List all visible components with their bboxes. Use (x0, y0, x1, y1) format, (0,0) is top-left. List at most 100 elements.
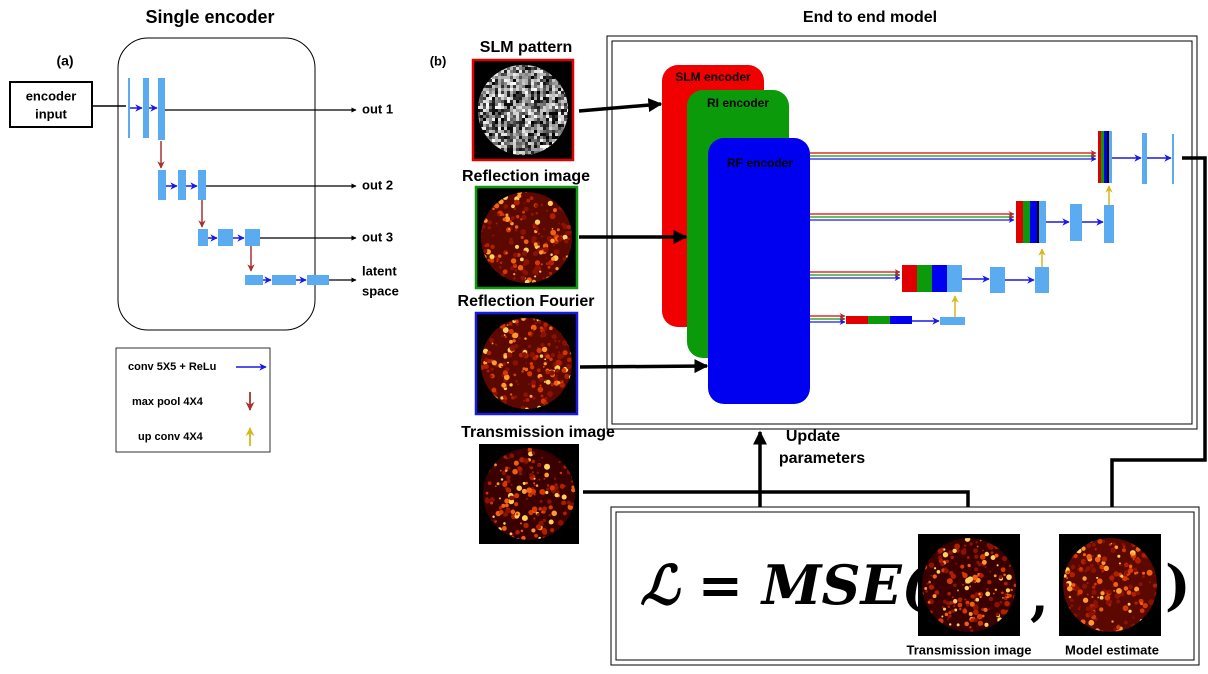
speckle-dot (1079, 567, 1082, 570)
pixel (525, 145, 528, 148)
pixel (489, 130, 492, 133)
speckle-dot (947, 619, 949, 621)
speckle-dot (510, 532, 513, 535)
pixel (522, 133, 525, 136)
pixel (522, 109, 525, 112)
pixel (525, 88, 528, 91)
speckle-dot (1124, 586, 1129, 591)
speckle-dot (490, 375, 492, 377)
speckle-dot (538, 479, 540, 481)
speckle-dot (1123, 605, 1129, 611)
pixel (519, 118, 522, 121)
pixel (483, 88, 486, 91)
pixel (498, 115, 501, 118)
speckle-dot (1136, 591, 1140, 595)
pixel (501, 142, 504, 145)
pixel (558, 100, 561, 103)
speckle-dot (549, 505, 553, 509)
pixel (489, 91, 492, 94)
speckle-dot (1133, 558, 1135, 560)
speckle-dot (508, 467, 510, 469)
pixel (483, 118, 486, 121)
pixel (504, 121, 507, 124)
pixel (537, 145, 540, 148)
pixel (486, 112, 489, 115)
pixel (495, 139, 498, 142)
speckle-dot (508, 457, 510, 459)
pixel (519, 91, 522, 94)
pixel (516, 76, 519, 79)
pixel (510, 145, 513, 148)
pixel (498, 133, 501, 136)
speckle-dot (518, 337, 521, 340)
pixel (558, 94, 561, 97)
speckle-dot (553, 244, 555, 246)
speckle-dot (516, 485, 521, 490)
pixel (480, 103, 483, 106)
pixel (543, 100, 546, 103)
pixel (495, 79, 498, 82)
pixel (498, 85, 501, 88)
speckle-dot (532, 329, 534, 331)
pixel (516, 121, 519, 124)
label: latent (362, 263, 397, 278)
pixel (540, 112, 543, 115)
speckle-dot (1082, 576, 1086, 580)
pixel (498, 139, 501, 142)
speckle-dot (534, 242, 538, 246)
speckle-dot (546, 487, 549, 490)
pixel (489, 109, 492, 112)
speckle-dot (536, 484, 539, 487)
pixel (537, 85, 540, 88)
speckle-dot (506, 367, 510, 371)
speckle-dot (1097, 578, 1103, 584)
speckle-dot (522, 489, 527, 494)
pixel (528, 115, 531, 118)
pixel (546, 124, 549, 127)
pixel (486, 97, 489, 100)
pixel (522, 127, 525, 130)
speckle-dot (556, 346, 559, 349)
pixel (528, 67, 531, 70)
pixel (558, 109, 561, 112)
pixel (480, 115, 483, 118)
pixel (507, 82, 510, 85)
speckle-dot (1124, 570, 1128, 574)
pixel (528, 124, 531, 127)
speckle-dot (522, 367, 525, 370)
speckle-dot (1078, 589, 1083, 594)
pixel (495, 121, 498, 124)
pixel (492, 85, 495, 88)
speckle-dot (525, 482, 528, 485)
speckle-dot (539, 377, 544, 382)
pixel (552, 124, 555, 127)
pixel (504, 103, 507, 106)
pixel (540, 109, 543, 112)
pixel (537, 97, 540, 100)
pixel (531, 148, 534, 151)
speckle-dot (1131, 592, 1136, 597)
speckle-dot (535, 260, 540, 265)
pixel (492, 118, 495, 121)
pixel (546, 115, 549, 118)
layer-block (272, 275, 296, 285)
speckle-dot (531, 528, 535, 532)
pixel (546, 112, 549, 115)
pixel (501, 124, 504, 127)
speckle-dot (1006, 588, 1010, 592)
speckle-dot (503, 355, 507, 359)
speckle-dot (952, 549, 956, 553)
speckle-dot (558, 340, 560, 342)
speckle-dot (945, 560, 948, 563)
speckle-dot (1077, 568, 1079, 570)
pixel (540, 130, 543, 133)
speckle-dot (537, 368, 541, 372)
speckle-dot (995, 554, 999, 558)
pixel (543, 94, 546, 97)
speckle-dot (507, 480, 510, 483)
label: Single encoder (145, 7, 274, 27)
speckle-dot (549, 358, 553, 362)
pixel (546, 73, 549, 76)
pixel (555, 94, 558, 97)
pixel (498, 136, 501, 139)
